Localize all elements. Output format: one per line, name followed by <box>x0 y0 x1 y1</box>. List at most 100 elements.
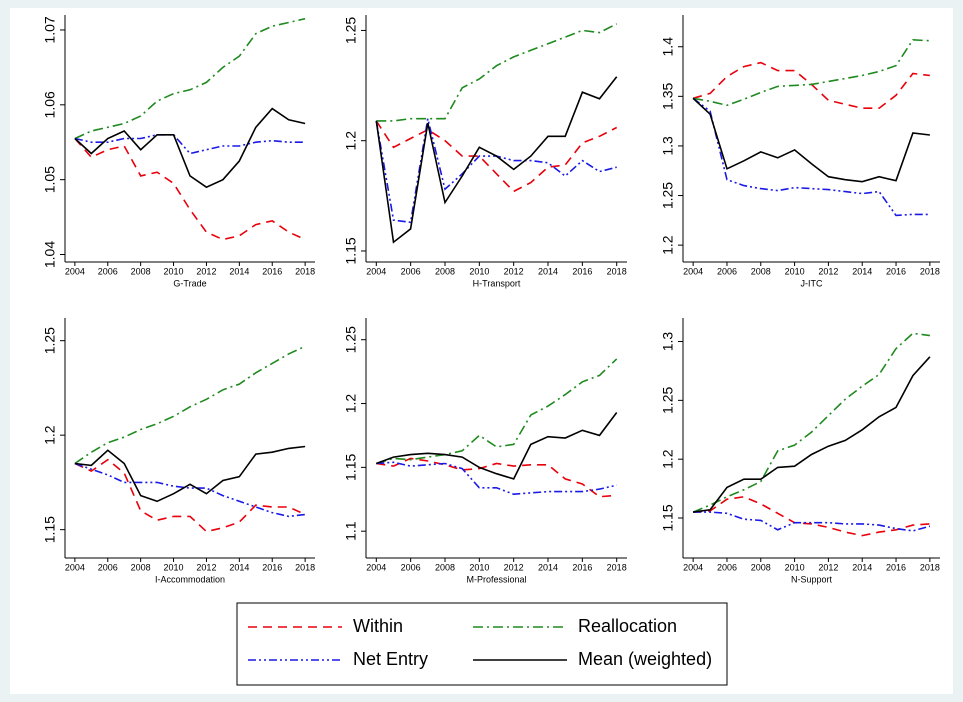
x-tick-label: 2006 <box>717 562 737 572</box>
y-tick-label: 1.06 <box>42 91 58 118</box>
x-tick-label: 2010 <box>469 266 489 276</box>
series-line <box>692 97 930 183</box>
y-tick-label: 1.2 <box>660 235 676 255</box>
x-axis-label: G-Trade <box>173 278 206 288</box>
x-tick-label: 2006 <box>401 266 421 276</box>
series-line <box>692 332 931 513</box>
x-tick-label: 2018 <box>920 562 940 572</box>
y-tick-label: 1.15 <box>343 454 359 481</box>
y-tick-label: 1.2 <box>660 449 676 469</box>
x-tick-label: 2008 <box>751 562 771 572</box>
y-tick-label: 1.4 <box>660 37 676 57</box>
y-tick-label: 1.2 <box>343 131 359 151</box>
x-tick-label: 2018 <box>607 266 627 276</box>
y-tick-label: 1.04 <box>42 241 58 268</box>
legend-box <box>236 602 728 686</box>
x-axis-label: J-ITC <box>801 278 823 288</box>
y-tick-label: 1.05 <box>42 166 58 193</box>
y-tick-label: 1.35 <box>660 83 676 110</box>
y-tick-label: 1.25 <box>343 326 359 353</box>
x-tick-label: 2018 <box>295 562 315 572</box>
legend-label: Within <box>353 616 403 636</box>
x-tick-label: 2006 <box>98 562 118 572</box>
legend-label: Net Entry <box>353 649 428 669</box>
x-tick-label: 2004 <box>683 266 703 276</box>
y-tick-label: 1.3 <box>660 332 676 352</box>
legend-label: Mean (weighted) <box>578 649 712 669</box>
y-tick-label: 1.07 <box>42 16 58 43</box>
x-tick-label: 2010 <box>469 562 489 572</box>
series-line <box>376 358 618 465</box>
x-axis-label: N-Support <box>791 574 833 584</box>
series-line <box>692 356 931 513</box>
y-tick-label: 1.1 <box>343 521 359 541</box>
y-tick-label: 1.25 <box>660 387 676 414</box>
x-tick-label: 2010 <box>785 562 805 572</box>
x-tick-label: 2012 <box>196 562 216 572</box>
series-line <box>74 345 306 465</box>
y-tick-label: 1.25 <box>42 327 58 354</box>
x-tick-label: 2010 <box>164 266 184 276</box>
x-axis-label: I-Accommodation <box>155 574 225 584</box>
x-tick-label: 2016 <box>262 562 282 572</box>
x-tick-label: 2008 <box>751 266 771 276</box>
x-tick-label: 2016 <box>572 266 592 276</box>
x-tick-label: 2016 <box>572 562 592 572</box>
x-tick-label: 2008 <box>435 266 455 276</box>
series-line <box>376 23 618 122</box>
series-line <box>74 17 306 140</box>
series-line <box>375 120 618 193</box>
series-line <box>692 38 930 107</box>
x-tick-label: 2014 <box>538 266 558 276</box>
x-tick-label: 2008 <box>131 562 151 572</box>
y-tick-label: 1.2 <box>42 425 58 445</box>
x-tick-label: 2012 <box>504 562 524 572</box>
series-line <box>74 445 306 503</box>
x-tick-label: 2004 <box>366 266 386 276</box>
x-tick-label: 2006 <box>401 562 421 572</box>
series-line <box>74 137 306 241</box>
series-line <box>376 461 617 496</box>
series-line <box>74 462 306 518</box>
x-tick-label: 2010 <box>785 266 805 276</box>
series-line <box>376 412 618 480</box>
x-tick-label: 2008 <box>131 266 151 276</box>
x-tick-label: 2006 <box>717 266 737 276</box>
x-tick-label: 2014 <box>229 562 249 572</box>
y-tick-label: 1.15 <box>660 504 676 531</box>
y-tick-label: 1.15 <box>42 516 58 543</box>
x-tick-label: 2014 <box>538 562 558 572</box>
x-tick-label: 2018 <box>607 562 627 572</box>
x-tick-label: 2012 <box>196 266 216 276</box>
x-tick-label: 2014 <box>852 266 872 276</box>
legend-label: Reallocation <box>578 616 677 636</box>
x-tick-label: 2010 <box>164 562 184 572</box>
x-tick-label: 2004 <box>65 562 85 572</box>
x-tick-label: 2014 <box>852 562 872 572</box>
y-tick-label: 1.2 <box>343 394 359 414</box>
x-tick-label: 2006 <box>98 266 118 276</box>
x-tick-label: 2004 <box>683 562 703 572</box>
x-axis-label: H-Transport <box>473 278 521 288</box>
x-tick-label: 2012 <box>818 562 838 572</box>
x-tick-label: 2016 <box>886 266 906 276</box>
series-line <box>74 107 306 189</box>
y-tick-label: 1.25 <box>660 182 676 209</box>
x-tick-label: 2014 <box>229 266 249 276</box>
graph-region <box>10 8 953 694</box>
x-tick-label: 2008 <box>435 562 455 572</box>
y-tick-label: 1.25 <box>343 17 359 44</box>
x-tick-label: 2016 <box>886 562 906 572</box>
x-axis-label: M-Professional <box>466 574 526 584</box>
x-tick-label: 2018 <box>920 266 940 276</box>
series-line <box>375 76 618 244</box>
x-tick-label: 2004 <box>366 562 386 572</box>
series-line <box>693 495 930 537</box>
x-tick-label: 2016 <box>262 266 282 276</box>
x-tick-label: 2004 <box>65 266 85 276</box>
y-tick-label: 1.3 <box>660 136 676 156</box>
y-tick-label: 1.15 <box>343 237 359 264</box>
series-line <box>376 457 617 498</box>
x-tick-label: 2018 <box>295 266 315 276</box>
